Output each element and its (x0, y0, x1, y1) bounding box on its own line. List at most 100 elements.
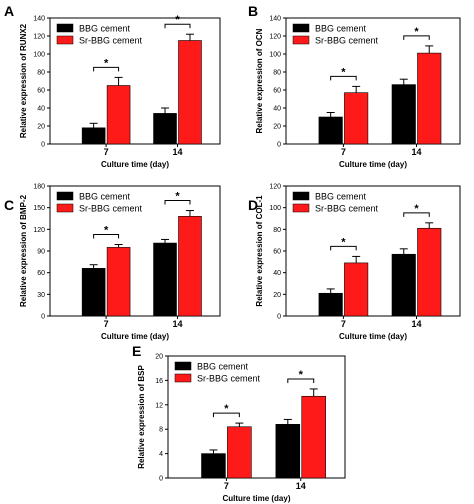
y-tick-label: 8 (159, 427, 163, 434)
y-tick-label: 0 (41, 314, 45, 321)
y-tick-label: 20 (37, 124, 45, 131)
legend-swatch (174, 361, 192, 371)
legend-swatch (292, 23, 310, 33)
legend-label: BBG cement (315, 24, 367, 34)
significance-bracket (164, 200, 191, 205)
x-axis-title: Culture time (day) (222, 494, 290, 503)
legend-swatch (292, 35, 310, 45)
legend-swatch (56, 35, 74, 45)
chart-panel-d: D 0 20 40 60 80 100 120 Relative expression of C… (248, 184, 461, 341)
x-tick-label: 14 (411, 147, 421, 157)
y-tick-label: 20 (155, 354, 163, 361)
y-tick-label: 60 (37, 270, 45, 277)
bar-bbg (318, 292, 343, 317)
panel-letter: B (248, 3, 258, 19)
y-axis-title: Relative expression of RUNX2 (19, 23, 28, 138)
legend-label: Sr-BBG cement (79, 204, 143, 214)
legend-label: BBG cement (197, 362, 249, 372)
y-tick-label: 80 (273, 227, 281, 234)
panel-letter: A (4, 3, 14, 19)
significance-bracket (403, 35, 430, 40)
significance-star: * (175, 14, 180, 26)
legend-label: Sr-BBG cement (197, 374, 261, 384)
legend-swatch (292, 203, 310, 213)
y-tick-label: 140 (269, 16, 281, 23)
legend-label: Sr-BBG cement (79, 36, 143, 46)
panel-letter: C (4, 197, 14, 213)
x-tick-label: 14 (296, 481, 306, 491)
x-tick-label: 7 (104, 147, 109, 157)
significance-star: * (341, 236, 346, 248)
y-axis-title: Relative expression of BSP (137, 365, 146, 469)
y-tick-label: 120 (269, 34, 281, 41)
legend-swatch (56, 191, 74, 201)
significance-bracket (164, 23, 191, 29)
y-tick-label: 60 (37, 88, 45, 95)
x-axis-title: Culture time (day) (101, 332, 169, 341)
y-axis-title: Relative expression of OCN (255, 28, 264, 133)
bar-bbg (275, 424, 301, 479)
y-tick-label: 12 (155, 402, 163, 409)
y-tick-label: 60 (273, 249, 281, 256)
panel-letter: D (248, 197, 258, 213)
significance-star: * (175, 191, 180, 203)
y-tick-label: 80 (273, 70, 281, 77)
legend-label: BBG cement (79, 24, 131, 34)
y-tick-label: 100 (269, 52, 281, 59)
y-tick-label: 40 (273, 270, 281, 277)
x-tick-label: 7 (104, 319, 109, 329)
y-tick-label: 20 (273, 292, 281, 299)
significance-star: * (299, 369, 304, 381)
x-axis-title: Culture time (day) (339, 160, 407, 169)
y-tick-label: 150 (33, 205, 45, 212)
y-tick-label: 90 (37, 249, 45, 256)
legend-swatch (56, 23, 74, 33)
bar-sr-bbg (227, 426, 252, 479)
bar-sr-bbg (344, 262, 369, 317)
legend-label: Sr-BBG cement (315, 36, 379, 46)
y-tick-label: 0 (159, 476, 163, 483)
bar-bbg (153, 242, 177, 317)
chart-panel-a: A 0 20 40 60 80 100 120 140 Relative expression o… (4, 3, 221, 169)
legend-swatch (292, 191, 310, 201)
legend-swatch (56, 203, 74, 213)
bar-bbg (81, 268, 106, 317)
y-tick-label: 20 (273, 124, 281, 131)
bar-bbg (391, 253, 416, 317)
y-tick-label: 40 (273, 106, 281, 113)
x-tick-label: 14 (172, 147, 182, 157)
x-tick-label: 14 (172, 319, 182, 329)
bar-bbg (391, 84, 416, 145)
bar-sr-bbg (106, 85, 131, 145)
y-tick-label: 0 (277, 142, 281, 149)
x-tick-label: 7 (224, 481, 229, 491)
significance-star: * (104, 57, 109, 69)
y-tick-label: 4 (159, 451, 163, 458)
significance-star: * (104, 225, 109, 237)
x-tick-label: 7 (341, 319, 346, 329)
y-tick-label: 180 (33, 184, 45, 191)
bar-sr-bbg (301, 395, 326, 479)
y-tick-label: 120 (33, 34, 45, 41)
y-tick-label: 120 (269, 184, 281, 191)
y-tick-label: 0 (41, 142, 45, 149)
plot-frame (285, 17, 461, 145)
chart-panel-c: C 0 30 60 90 120 150 180 Relative expression of … (4, 184, 221, 341)
significance-bracket (93, 234, 120, 239)
y-tick-label: 40 (37, 106, 45, 113)
y-tick-label: 80 (37, 70, 45, 77)
bar-bbg (201, 453, 226, 479)
y-tick-label: 100 (269, 205, 281, 212)
bar-sr-bbg (417, 52, 442, 145)
y-tick-label: 16 (155, 378, 163, 385)
y-axis-title: Relative expression of BMP-2 (19, 194, 28, 307)
bar-bbg (153, 113, 177, 145)
bar-sr-bbg (344, 92, 369, 145)
significance-star: * (341, 66, 346, 78)
y-tick-label: 100 (33, 52, 45, 59)
y-tick-label: 120 (33, 227, 45, 234)
plot-frame (49, 17, 221, 145)
bar-sr-bbg (417, 227, 442, 317)
chart-panel-b: B 0 20 40 60 80 100 120 140 Relative expression o… (248, 3, 461, 169)
